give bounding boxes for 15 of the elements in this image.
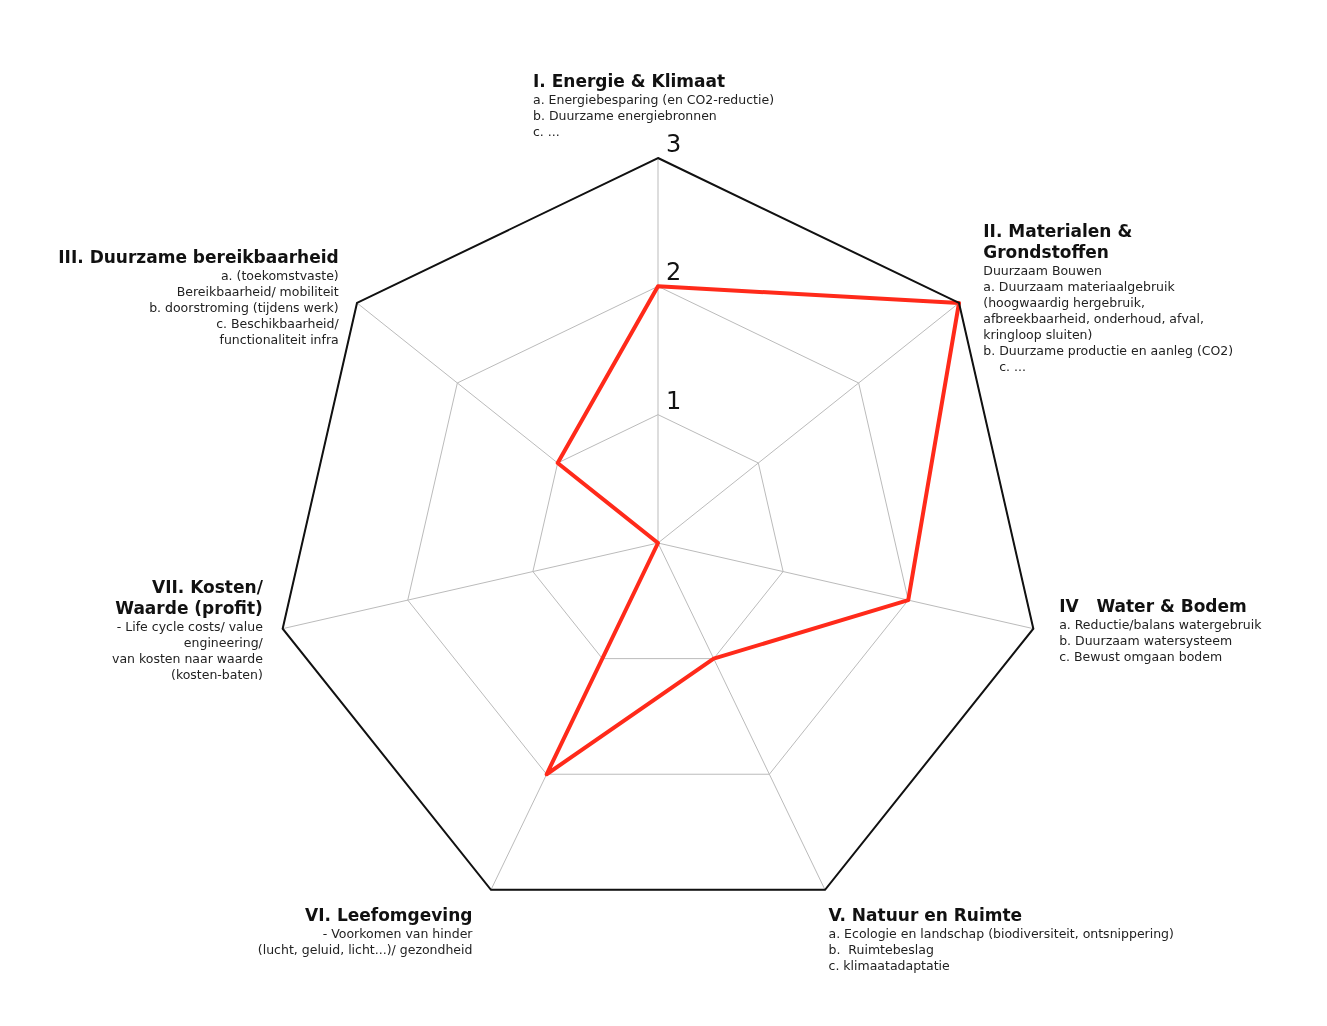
text: Duurzaam Bouwen a. Duurzaam materiaalgebruik (hoogwaardig hergebruik, afbreekbaarheid, onderhoud, afval, kringloop sluiten) b. Duurzame productie en aanleg (CO2) c. ... [983, 262, 1234, 374]
text: - Life cycle costs/ value engineering/ van kosten naar waarde (kosten-baten) [112, 619, 264, 683]
text: a. Reductie/balans watergebruik b. Duurzaam watersysteem c. Bewust omgaan bodem [1059, 616, 1263, 664]
text: a. Ecologie en landschap (biodiversiteit, ontsnippering) b. Ruimtebeslag c. klimaatadaptatie [828, 926, 1174, 974]
text: a. (toekomstvaste) Bereikbaarheid/ mobiliteit b. doorstroming (tijdens werk) c. Beschikbaarheid/ functionaliteit infra [149, 268, 340, 348]
spoke-label: III. Duurzame bereikbaarheid [58, 247, 339, 268]
text: - Voorkomen van hinder (lucht, geluid, licht...)/ gezondheid [257, 926, 474, 958]
spoke-label: VI. Leefomgeving [305, 905, 473, 926]
spoke-label: I. Energie & Klimaat [533, 71, 726, 91]
spoke-label: II. Materialen & Grondstoffen [983, 220, 1133, 262]
spoke-label: IV Water & Bodem [1059, 595, 1247, 616]
y-tick-label: 1 [666, 386, 682, 415]
y-tick-label: 2 [666, 258, 682, 287]
spoke-label: VII. Kosten/ Waarde (profit) [115, 577, 264, 619]
spoke-label: V. Natuur en Ruimte [828, 905, 1023, 926]
